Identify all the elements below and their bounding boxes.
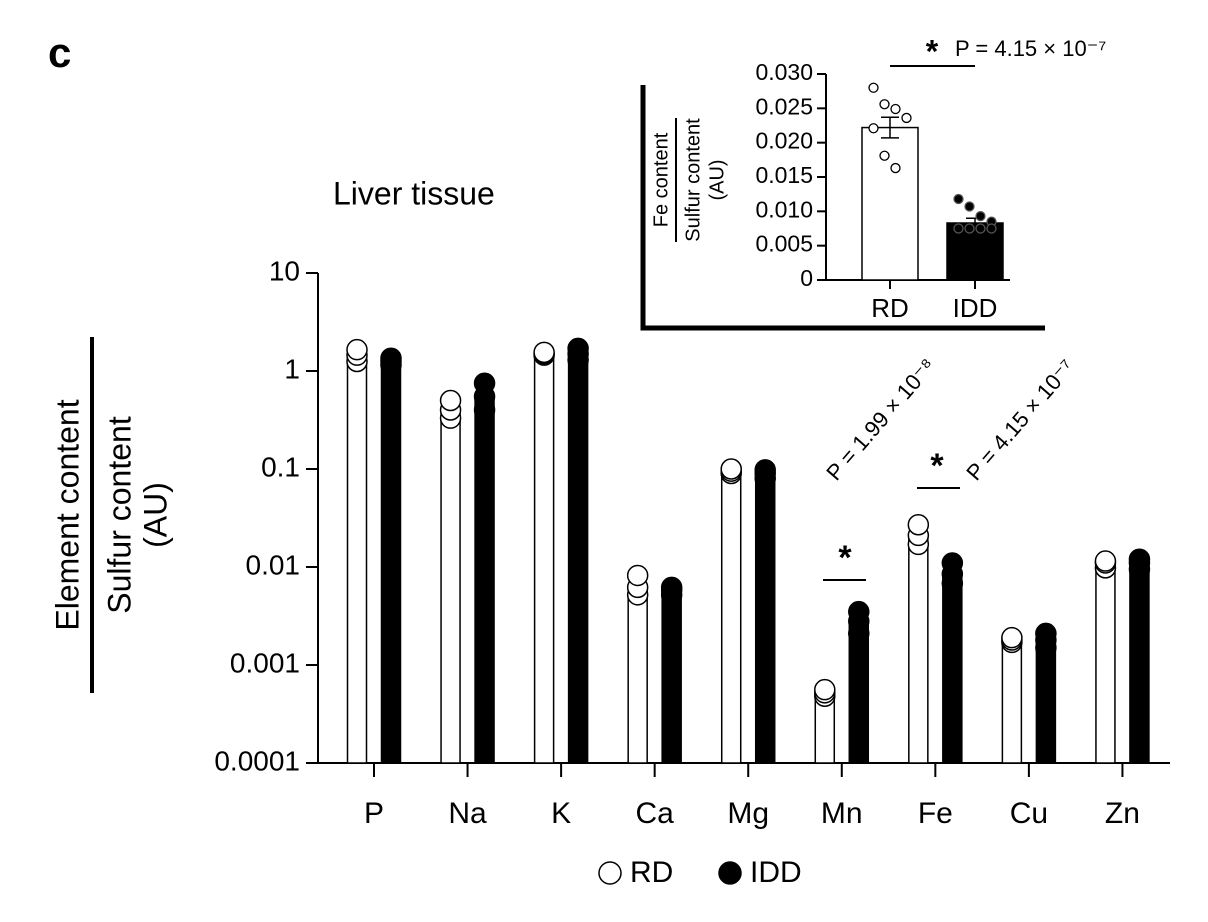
data-point — [879, 99, 890, 110]
inset-y-label-unit: (AU) — [706, 159, 728, 200]
y-tick-label: 0.0001 — [214, 745, 300, 776]
x-tick-label: P — [364, 797, 384, 830]
panel-label: c — [48, 29, 71, 76]
legend-label: RD — [630, 856, 673, 889]
p-value: P = 4.15 × 10⁻⁷ — [961, 354, 1079, 485]
data-point — [986, 223, 997, 234]
x-tick-label: Mn — [821, 797, 863, 830]
x-tick-label: Na — [448, 797, 487, 830]
y-tick-label: 0.01 — [246, 549, 301, 580]
data-point — [901, 112, 912, 124]
bar — [861, 126, 919, 281]
y-label-numerator: Element content — [49, 399, 85, 630]
x-tick-label: RD — [871, 293, 909, 323]
data-point — [868, 82, 879, 93]
data-point — [953, 193, 964, 205]
y-tick-label: 1 — [284, 353, 300, 384]
y-tick-label: 0.001 — [230, 647, 300, 678]
x-tick-label: IDD — [953, 293, 998, 323]
x-tick-label: K — [551, 797, 571, 830]
data-point — [975, 223, 986, 234]
data-point — [660, 576, 683, 599]
data-point — [533, 341, 555, 364]
legend-marker — [598, 861, 622, 885]
y-tick-label: 0.010 — [755, 196, 813, 222]
data-point — [890, 162, 901, 174]
y-axis-label: Element content Sulfur content (AU) — [49, 337, 173, 693]
data-point — [814, 678, 836, 701]
p-value: P = 1.99 × 10⁻⁸ — [821, 354, 940, 486]
y-tick-label: 0.015 — [755, 162, 813, 188]
bar — [1095, 562, 1116, 764]
significance-star: * — [838, 539, 852, 577]
data-point — [439, 389, 462, 412]
bar — [627, 583, 648, 764]
legend-label: IDD — [750, 856, 802, 889]
x-tick-label: Zn — [1105, 797, 1140, 830]
y-label-unit: (AU) — [137, 482, 173, 548]
x-tick-label: Fe — [918, 797, 953, 830]
y-tick-label: 0.030 — [755, 59, 813, 85]
data-point — [720, 458, 742, 480]
chart-title: Liver tissue — [333, 175, 495, 211]
bar — [1001, 639, 1023, 764]
data-point — [567, 337, 589, 360]
bar — [1129, 562, 1150, 764]
bar — [474, 395, 495, 764]
data-point — [1035, 622, 1057, 645]
significance-star: * — [926, 33, 939, 69]
data-point — [346, 338, 368, 361]
data-point — [1128, 548, 1151, 570]
bar — [567, 352, 589, 764]
data-point — [848, 600, 870, 623]
bar — [440, 409, 461, 764]
y-tick-label: 10 — [269, 255, 300, 286]
y-tick-label: 0.025 — [755, 93, 813, 119]
bar — [720, 470, 742, 764]
bar — [661, 587, 682, 764]
data-point — [1001, 626, 1023, 649]
y-label-denominator: Sulfur content — [101, 416, 137, 614]
bar — [942, 573, 963, 764]
data-point — [890, 103, 901, 115]
data-point — [626, 564, 649, 587]
data-point — [964, 201, 975, 212]
data-point — [1094, 550, 1117, 572]
x-tick-label: Cu — [1010, 797, 1048, 830]
x-tick-label: Ca — [635, 797, 674, 830]
data-point — [868, 123, 879, 134]
inset-frame — [640, 85, 1045, 331]
error-bar — [881, 116, 899, 139]
data-point — [380, 347, 402, 369]
data-point — [941, 552, 964, 574]
data-point — [907, 513, 930, 536]
data-point — [964, 223, 975, 234]
bar — [908, 532, 929, 764]
data-point — [473, 372, 496, 394]
bar — [754, 472, 776, 764]
data-point — [975, 210, 986, 222]
inset-y-label-denominator: Sulfur content — [682, 118, 704, 242]
y-tick-label: 0 — [800, 265, 813, 291]
inset-y-label-numerator: Fe content — [650, 132, 672, 227]
bar — [380, 360, 402, 764]
p-value: P = 4.15 × 10⁻⁷ — [955, 36, 1106, 61]
y-tick-label: 0.020 — [755, 128, 813, 154]
legend-marker — [718, 861, 742, 885]
y-tick-label: 0.1 — [261, 451, 300, 482]
significance-star: * — [930, 447, 944, 485]
data-point — [953, 223, 964, 234]
y-tick-label: 0.005 — [755, 231, 813, 257]
bar — [346, 355, 368, 764]
bar — [533, 352, 555, 764]
x-tick-label: Mg — [727, 797, 769, 830]
data-point — [879, 150, 890, 161]
inset-y-axis-label: Fe content Sulfur content (AU) — [650, 118, 728, 242]
data-point — [754, 459, 776, 481]
